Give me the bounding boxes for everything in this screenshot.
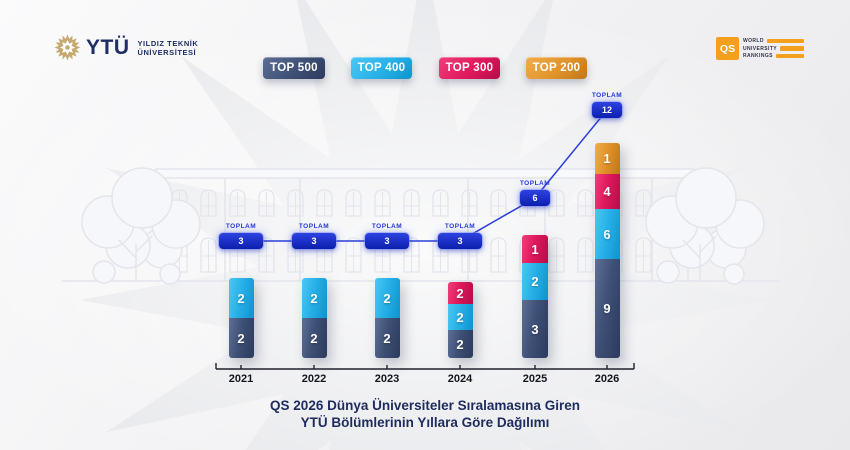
ytu-sunburst-icon: [54, 34, 81, 61]
bar-segment-2026-top-200: 1: [594, 143, 620, 174]
legend-button-top-300[interactable]: TOP 300: [439, 57, 500, 79]
bar-segment-2021-top-400: 2: [228, 278, 254, 318]
chart-title-line2: YTÜ Bölümlerinin Yıllara Göre Dağılımı: [300, 415, 550, 430]
segment-value: 3: [531, 321, 539, 337]
ytu-logo: YTÜ YILDIZ TEKNİK ÜNİVERSİTESİ: [54, 34, 198, 61]
ytu-name-line1: YILDIZ TEKNİK: [137, 38, 199, 48]
total-badge-caption-2022: TOPLAM: [298, 223, 330, 230]
qs-rankings-logo: QS WORLD UNIVERSITY RANKINGS: [716, 37, 804, 60]
legend-button-top-400[interactable]: TOP 400: [351, 57, 412, 79]
qs-word-rankings: RANKINGS: [743, 53, 773, 59]
qs-row-rankings: RANKINGS: [743, 53, 804, 59]
bar-segment-2022-top-400: 2: [301, 278, 327, 318]
bar-2025: 1 2 3: [522, 235, 548, 358]
segment-value: 2: [237, 330, 245, 346]
segment-value: 1: [603, 151, 611, 166]
total-badge-caption-2024: TOPLAM: [444, 223, 476, 230]
qs-bar-decoration: [780, 46, 804, 51]
axis-label-2022: 2022: [301, 373, 327, 385]
bar-segment-2026-top-500: 9: [594, 259, 620, 358]
total-badge-caption-2026: TOPLAM: [591, 92, 623, 99]
bar-segment-2026-top-400: 6: [594, 209, 620, 259]
ytu-name-line2: ÜNİVERSİTESİ: [137, 47, 197, 57]
total-badge-caption-2021: TOPLAM: [225, 223, 257, 230]
segment-value: 2: [310, 330, 318, 346]
segment-value: 2: [531, 274, 539, 289]
chart-title-line1: QS 2026 Dünya Üniversiteler Sıralamasına…: [270, 398, 580, 413]
axis-label-2025: 2025: [522, 373, 548, 385]
bar-segment-2024-top-500: 2: [447, 330, 473, 358]
qs-bar-decoration: [766, 38, 804, 44]
total-badge-caption-2025: TOPLAM: [519, 180, 551, 187]
total-badge-2022: 3: [292, 233, 336, 249]
legend-button-top-500[interactable]: TOP 500: [263, 57, 325, 79]
bar-2024: 2 2 2: [447, 282, 473, 358]
segment-value: 2: [237, 290, 245, 306]
segment-value: 2: [456, 309, 464, 325]
bar-segment-2024-top-400: 2: [447, 304, 473, 330]
qs-icon: QS: [716, 37, 739, 60]
axis-label-2021: 2021: [228, 373, 254, 385]
qs-word-university: UNIVERSITY: [743, 45, 778, 52]
bar-segment-2026-top-300: 4: [594, 174, 620, 209]
segment-value: 2: [383, 290, 391, 306]
segment-value: 6: [603, 226, 611, 242]
segment-value: 2: [383, 330, 391, 346]
qs-bar-decoration: [775, 53, 804, 59]
bar-segment-2022-top-500: 2: [301, 318, 327, 358]
total-badge-2024: 3: [438, 233, 482, 249]
legend-button-top-200[interactable]: TOP 200: [526, 57, 587, 79]
segment-value: 2: [456, 336, 464, 352]
bar-segment-2023-top-500: 2: [374, 318, 400, 358]
bar-segment-2023-top-400: 2: [374, 278, 400, 318]
segment-value: 4: [603, 184, 611, 199]
ytu-full-name: YILDIZ TEKNİK ÜNİVERSİTESİ: [138, 39, 199, 57]
segment-value: 1: [531, 241, 539, 257]
x-axis: [215, 363, 635, 370]
axis-label-2023: 2023: [374, 373, 400, 385]
segment-value: 2: [456, 285, 464, 301]
axis-label-2024: 2024: [447, 373, 473, 385]
bar-segment-2025-top-300: 1: [522, 235, 548, 263]
qs-wordmark: WORLD UNIVERSITY RANKINGS: [743, 37, 804, 60]
total-badge-2023: 3: [365, 233, 409, 249]
total-badge-2026: 12: [592, 102, 622, 118]
bar-2026: 1 4 6 9: [594, 143, 620, 358]
bar-segment-2025-top-500: 3: [522, 300, 548, 358]
total-badge-caption-2023: TOPLAM: [371, 223, 403, 230]
segment-value: 2: [310, 290, 318, 306]
bar-segment-2025-top-400: 2: [522, 263, 548, 300]
total-badge-2021: 3: [219, 233, 263, 249]
qs-row-world: WORLD: [743, 38, 804, 44]
bar-segment-2024-top-300: 2: [447, 282, 473, 304]
axis-label-2026: 2026: [594, 373, 620, 385]
qs-row-university: UNIVERSITY: [743, 46, 804, 52]
qs-word-world: WORLD: [743, 38, 764, 44]
total-badge-2025: 6: [520, 190, 550, 206]
bar-segment-2021-top-500: 2: [228, 318, 254, 358]
chart-title: QS 2026 Dünya Üniversiteler Sıralamasına…: [0, 397, 850, 431]
segment-value: 9: [603, 301, 611, 316]
ytu-abbreviation: YTÜ: [86, 35, 130, 59]
